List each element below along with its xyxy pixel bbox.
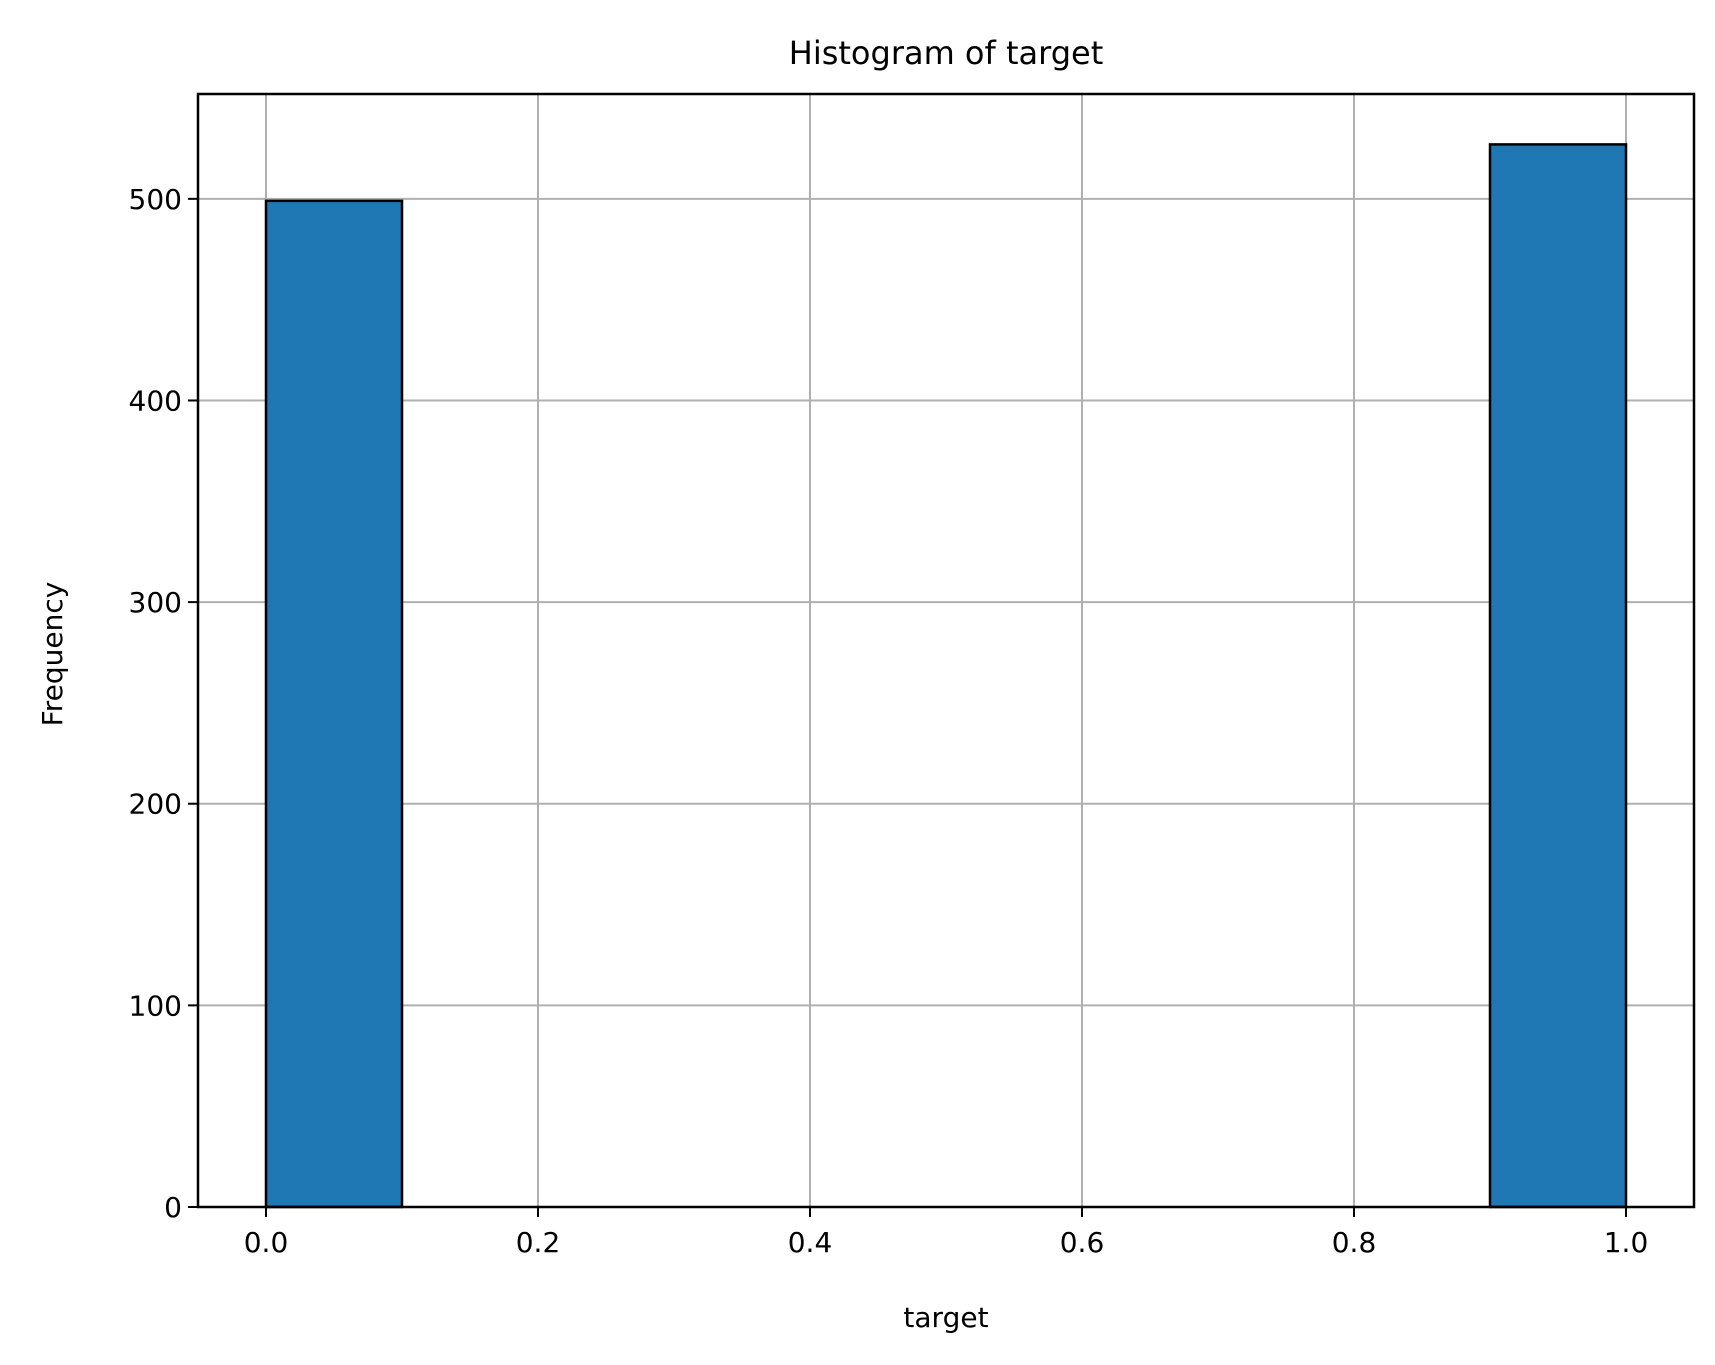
bars-layer	[264, 143, 1628, 1209]
y-axis-label: Frequency	[36, 582, 69, 727]
y-tick-label: 0	[164, 1191, 182, 1224]
x-tick-label: 0.0	[244, 1226, 289, 1259]
chart-title: Histogram of target	[789, 34, 1103, 72]
y-tick-label: 400	[129, 384, 182, 417]
y-tick-label: 100	[129, 989, 182, 1022]
axes-layer	[196, 92, 1696, 1209]
grid-layer	[198, 94, 1694, 1208]
x-axis-label: target	[903, 1301, 988, 1334]
ticks-layer: 0.0 0.2 0.4 0.6 0.8 1.0 0 100 200 300 400 500	[129, 183, 1649, 1259]
x-tick-label: 0.4	[788, 1226, 833, 1259]
plot-frame	[196, 92, 1696, 1209]
y-tick-label: 200	[129, 788, 182, 821]
y-tick-label: 500	[129, 183, 182, 216]
y-tick-label: 300	[129, 586, 182, 619]
x-tick-label: 0.6	[1060, 1226, 1105, 1259]
histogram-bar	[264, 199, 404, 1209]
x-tick-label: 0.2	[516, 1226, 561, 1259]
histogram-bar	[1488, 143, 1628, 1209]
x-tick-label: 0.8	[1332, 1226, 1377, 1259]
x-tick-label: 1.0	[1604, 1226, 1649, 1259]
